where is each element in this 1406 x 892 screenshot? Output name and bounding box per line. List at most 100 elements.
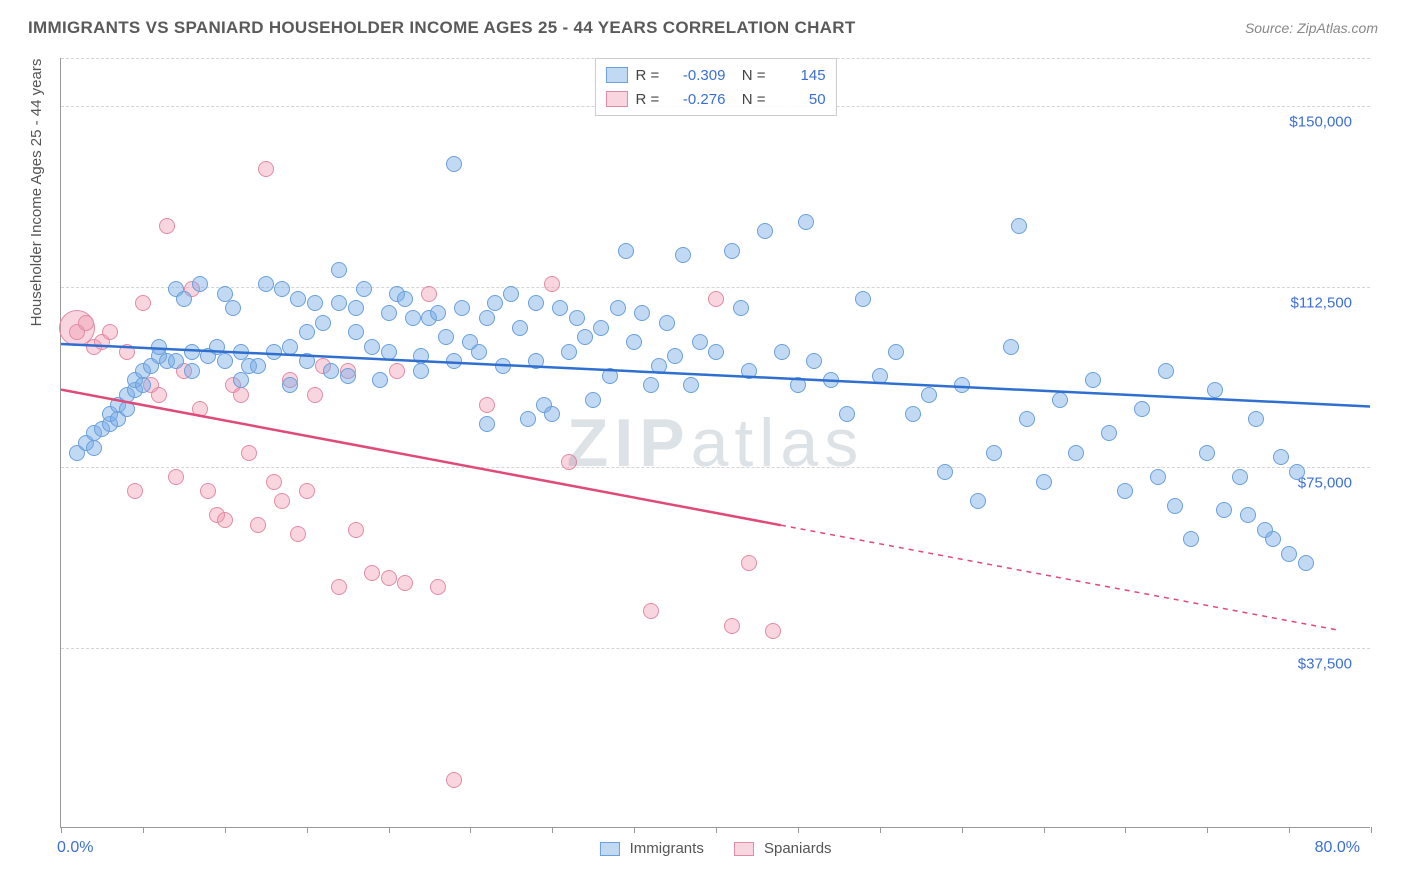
data-point: [1052, 392, 1068, 408]
data-point: [1199, 445, 1215, 461]
data-point: [634, 305, 650, 321]
data-point: [225, 300, 241, 316]
series-legend: Immigrants Spaniards: [599, 840, 831, 857]
data-point: [274, 493, 290, 509]
data-point: [1158, 363, 1174, 379]
chart-header: IMMIGRANTS VS SPANIARD HOUSEHOLDER INCOM…: [0, 0, 1406, 48]
data-point: [839, 406, 855, 422]
data-point: [233, 372, 249, 388]
data-point: [1232, 469, 1248, 485]
data-point: [446, 772, 462, 788]
data-point: [643, 603, 659, 619]
data-point: [708, 344, 724, 360]
plot-area: $37,500$75,000$112,500$150,000 ZIPatlas …: [60, 58, 1370, 828]
data-point: [200, 483, 216, 499]
data-point: [405, 310, 421, 326]
x-tick: [880, 827, 881, 833]
data-point: [438, 329, 454, 345]
data-point: [290, 526, 306, 542]
data-point: [1003, 339, 1019, 355]
data-point: [741, 363, 757, 379]
data-point: [397, 291, 413, 307]
data-point: [348, 522, 364, 538]
data-point: [471, 344, 487, 360]
data-point: [299, 483, 315, 499]
data-point: [855, 291, 871, 307]
data-point: [192, 276, 208, 292]
data-point: [307, 387, 323, 403]
data-point: [798, 214, 814, 230]
data-point: [119, 401, 135, 417]
x-tick: [389, 827, 390, 833]
legend-swatch-icon: [734, 842, 754, 856]
data-point: [585, 392, 601, 408]
data-point: [348, 300, 364, 316]
x-min-label: 0.0%: [57, 839, 93, 857]
data-point: [544, 406, 560, 422]
data-point: [241, 445, 257, 461]
data-point: [151, 339, 167, 355]
data-point: [667, 348, 683, 364]
legend-row-spaniards: R = -0.276 N = 50: [605, 87, 825, 111]
data-point: [888, 344, 904, 360]
data-point: [733, 300, 749, 316]
data-point: [151, 387, 167, 403]
data-point: [78, 315, 94, 331]
y-tick-label: $150,000: [1289, 114, 1352, 131]
data-point: [119, 344, 135, 360]
data-point: [528, 353, 544, 369]
data-point: [503, 286, 519, 302]
data-point: [209, 339, 225, 355]
data-point: [970, 493, 986, 509]
data-point: [299, 324, 315, 340]
data-point: [905, 406, 921, 422]
data-point: [274, 281, 290, 297]
x-max-label: 80.0%: [1315, 839, 1360, 857]
data-point: [602, 368, 618, 384]
data-point: [675, 247, 691, 263]
x-tick: [1371, 827, 1372, 833]
data-point: [127, 483, 143, 499]
x-tick: [61, 827, 62, 833]
data-point: [1248, 411, 1264, 427]
data-point: [381, 344, 397, 360]
data-point: [184, 344, 200, 360]
data-point: [512, 320, 528, 336]
data-point: [495, 358, 511, 374]
data-point: [168, 353, 184, 369]
legend-swatch-icon: [599, 842, 619, 856]
data-point: [159, 218, 175, 234]
data-point: [1101, 425, 1117, 441]
data-point: [774, 344, 790, 360]
data-point: [1240, 507, 1256, 523]
data-point: [299, 353, 315, 369]
x-tick: [1289, 827, 1290, 833]
y-tick-label: $37,500: [1298, 655, 1352, 672]
data-point: [1273, 449, 1289, 465]
grid-line: [61, 648, 1370, 649]
x-tick: [225, 827, 226, 833]
data-point: [708, 291, 724, 307]
legend-row-immigrants: R = -0.309 N = 145: [605, 63, 825, 87]
data-point: [724, 243, 740, 259]
data-point: [233, 344, 249, 360]
x-tick: [962, 827, 963, 833]
data-point: [1068, 445, 1084, 461]
data-point: [1150, 469, 1166, 485]
data-point: [135, 377, 151, 393]
data-point: [872, 368, 888, 384]
data-point: [430, 579, 446, 595]
data-point: [266, 474, 282, 490]
y-tick-label: $75,000: [1298, 475, 1352, 492]
data-point: [454, 300, 470, 316]
data-point: [1216, 502, 1232, 518]
legend-item-immigrants: Immigrants: [599, 840, 703, 857]
data-point: [364, 339, 380, 355]
data-point: [937, 464, 953, 480]
data-point: [659, 315, 675, 331]
data-point: [1085, 372, 1101, 388]
data-point: [446, 156, 462, 172]
data-point: [331, 579, 347, 595]
data-point: [1289, 464, 1305, 480]
x-tick: [307, 827, 308, 833]
